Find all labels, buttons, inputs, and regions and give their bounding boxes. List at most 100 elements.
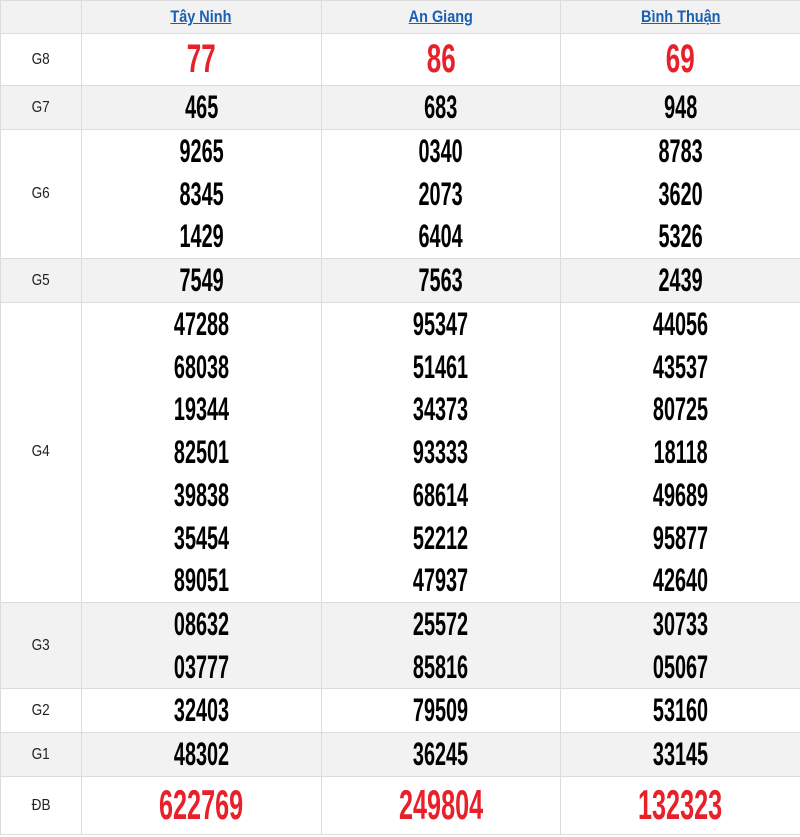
result-number-text: 68038 — [174, 346, 229, 389]
result-number-text: 52212 — [413, 517, 468, 560]
prize-label: G2 — [1, 689, 82, 733]
result-number-text: 82501 — [174, 431, 229, 474]
result-number-text: 80725 — [653, 388, 708, 431]
result-number-text: 9265 — [179, 130, 223, 173]
prize-label-text: G2 — [32, 702, 50, 720]
result-cell: 465 — [82, 86, 322, 130]
result-number-text: 43537 — [653, 346, 708, 389]
header-row: Tây Ninh An Giang Bình Thuận — [1, 1, 800, 34]
result-number: 3620 — [561, 173, 800, 216]
prize-label-text: G1 — [32, 746, 50, 764]
result-number-text: 132323 — [638, 784, 722, 827]
result-number: 132323 — [561, 784, 800, 827]
result-cell: 132323 — [561, 777, 800, 835]
result-number: 93333 — [322, 431, 561, 474]
result-number-text: 86 — [426, 38, 455, 81]
result-number-text: 249804 — [399, 784, 483, 827]
result-number-text: 34373 — [413, 388, 468, 431]
prize-label: G8 — [1, 34, 82, 86]
result-number: 18118 — [561, 431, 800, 474]
result-number-text: 33145 — [653, 733, 708, 776]
prize-label: ĐB — [1, 777, 82, 835]
result-number-text: 79509 — [413, 689, 468, 732]
result-number: 08632 — [82, 603, 321, 646]
result-number-text: 39838 — [174, 474, 229, 517]
result-number: 948 — [561, 86, 800, 129]
result-number: 95877 — [561, 517, 800, 560]
result-number-text: 8345 — [179, 173, 223, 216]
prize-label: G4 — [1, 303, 82, 603]
result-number-text: 89051 — [174, 559, 229, 602]
result-number: 53160 — [561, 689, 800, 732]
province-link-binh-thuan[interactable]: Bình Thuận — [641, 7, 720, 27]
result-number-text: 47937 — [413, 559, 468, 602]
result-number: 52212 — [322, 517, 561, 560]
result-number: 44056 — [561, 303, 800, 346]
result-number: 33145 — [561, 733, 800, 776]
result-number-text: 18118 — [653, 431, 707, 474]
result-number-text: 0340 — [419, 130, 463, 173]
result-number: 49689 — [561, 474, 800, 517]
prize-label-text: G8 — [32, 51, 50, 69]
result-number-text: 53160 — [653, 689, 708, 732]
result-number-text: 7563 — [419, 259, 463, 302]
result-number: 622769 — [82, 784, 321, 827]
result-number-text: 622769 — [159, 784, 243, 827]
result-number: 249804 — [322, 784, 561, 827]
result-number: 77 — [82, 38, 321, 81]
result-number: 9265 — [82, 130, 321, 173]
result-number: 43537 — [561, 346, 800, 389]
result-cell: 7563 — [321, 259, 561, 303]
result-number: 05067 — [561, 646, 800, 689]
result-cell: 86 — [321, 34, 561, 86]
result-number-text: 2439 — [658, 259, 702, 302]
result-cell: 36245 — [321, 733, 561, 777]
result-number: 89051 — [82, 559, 321, 602]
result-number: 5326 — [561, 215, 800, 258]
result-number: 1429 — [82, 215, 321, 258]
result-number: 36245 — [322, 733, 561, 776]
result-number: 42640 — [561, 559, 800, 602]
result-cell: 683 — [321, 86, 561, 130]
result-number-text: 8783 — [658, 130, 702, 173]
result-number: 683 — [322, 86, 561, 129]
result-number: 7563 — [322, 259, 561, 302]
province-link-an-giang[interactable]: An Giang — [409, 7, 473, 27]
result-number: 8345 — [82, 173, 321, 216]
result-number: 2439 — [561, 259, 800, 302]
result-number: 30733 — [561, 603, 800, 646]
result-number-text: 95347 — [413, 303, 468, 346]
prize-row-g2: G2 32403 79509 53160 — [1, 689, 800, 733]
result-cell: 53160 — [561, 689, 800, 733]
result-number: 19344 — [82, 388, 321, 431]
result-number-text: 3620 — [658, 173, 702, 216]
result-cell: 32403 — [82, 689, 322, 733]
result-number-text: 85816 — [413, 646, 468, 689]
result-number: 47937 — [322, 559, 561, 602]
result-number-text: 5326 — [658, 215, 702, 258]
result-number-text: 19344 — [174, 388, 229, 431]
result-number-text: 95877 — [653, 517, 708, 560]
prize-label: G1 — [1, 733, 82, 777]
province-link-tay-ninh[interactable]: Tây Ninh — [171, 7, 232, 27]
result-cell: 33145 — [561, 733, 800, 777]
result-number: 2073 — [322, 173, 561, 216]
result-number-text: 44056 — [653, 303, 708, 346]
result-number-text: 683 — [424, 86, 457, 129]
result-number-text: 6404 — [419, 215, 463, 258]
result-cell: 2439 — [561, 259, 800, 303]
